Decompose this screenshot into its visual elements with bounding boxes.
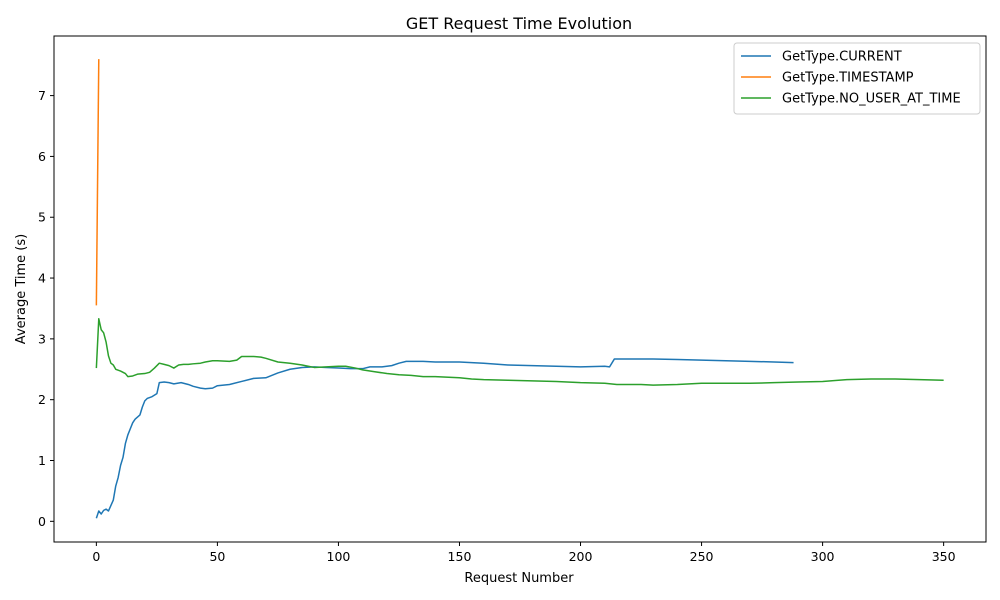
legend-label-2: GetType.NO_USER_AT_TIME bbox=[782, 92, 961, 107]
plot-series-group bbox=[95, 59, 944, 519]
y-axis: 0 1 2 3 4 5 6 7 bbox=[38, 88, 54, 529]
y-tick-label: 3 bbox=[38, 331, 46, 346]
plot-frame bbox=[53, 35, 987, 543]
chart-title: GET Request Time Evolution bbox=[406, 14, 632, 33]
series-line-0 bbox=[95, 358, 794, 519]
y-tick-label: 2 bbox=[38, 392, 46, 407]
x-tick-label: 100 bbox=[327, 549, 351, 564]
legend: GetType.CURRENT GetType.TIMESTAMP GetType.… bbox=[733, 42, 981, 115]
y-tick-label: 4 bbox=[38, 271, 46, 286]
x-tick-label: 50 bbox=[209, 549, 225, 564]
y-tick-label: 0 bbox=[38, 514, 46, 529]
series-line-1 bbox=[95, 59, 100, 306]
legend-label-1: GetType.TIMESTAMP bbox=[782, 71, 914, 86]
x-tick-label: 300 bbox=[811, 549, 835, 564]
x-tick-label: 150 bbox=[448, 549, 472, 564]
y-tick-label: 5 bbox=[38, 210, 46, 225]
y-tick-label: 6 bbox=[38, 149, 46, 164]
x-tick-label: 250 bbox=[690, 549, 714, 564]
y-axis-label: Average Time (s) bbox=[14, 234, 29, 344]
x-axis: 0 50 100 150 200 250 300 350 bbox=[92, 542, 956, 564]
x-tick-label: 350 bbox=[932, 549, 956, 564]
y-tick-label: 7 bbox=[38, 88, 46, 103]
x-tick-label: 0 bbox=[92, 549, 100, 564]
x-tick-label: 200 bbox=[569, 549, 593, 564]
y-tick-label: 1 bbox=[38, 453, 46, 468]
legend-box bbox=[733, 42, 981, 115]
legend-label-0: GetType.CURRENT bbox=[782, 50, 902, 65]
series-line-2 bbox=[95, 318, 944, 386]
x-axis-label: Request Number bbox=[464, 571, 574, 586]
